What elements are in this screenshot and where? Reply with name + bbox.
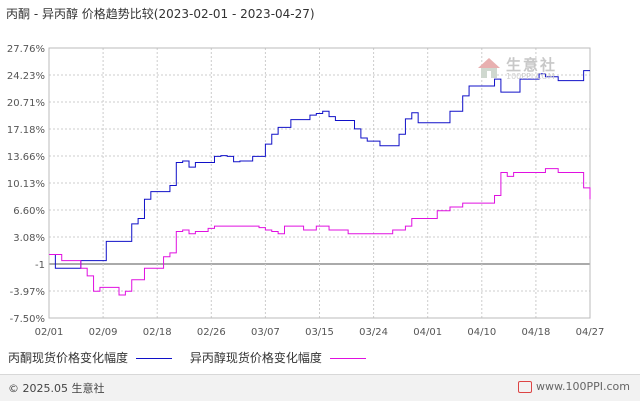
footer-site-text: www.100PPI.com: [536, 380, 630, 393]
y-tick-label: 10.13%: [7, 179, 45, 190]
x-tick-label: 02/09: [89, 327, 118, 338]
x-tick-label: 04/18: [521, 327, 550, 338]
grid: [49, 47, 590, 319]
watermark: 生意社 100PPI.COM: [476, 54, 576, 90]
series-line-acetone: [49, 70, 590, 269]
legend-item-acetone: 丙酮现货价格变化幅度: [8, 349, 173, 366]
y-tick-label: 3.08%: [13, 233, 45, 244]
x-tick-label: 03/24: [359, 327, 388, 338]
x-tick-label: 04/10: [467, 327, 496, 338]
watermark-name: 生意社: [506, 56, 558, 74]
x-tick-label: 04/01: [413, 327, 442, 338]
x-tick-label: 02/01: [35, 327, 64, 338]
footer-copyright: © 2025.05 生意社: [8, 382, 105, 395]
x-tick-label: 02/26: [197, 327, 226, 338]
y-tick-label: 20.71%: [7, 98, 45, 109]
watermark-sub: 100PPI.COM: [506, 72, 555, 81]
x-tick-label: 04/27: [576, 327, 605, 338]
y-tick-label: 6.60%: [13, 206, 45, 217]
y-tick-label: -1: [35, 260, 45, 271]
y-tick-label: -7.50%: [10, 314, 45, 325]
legend-label-ipa: 异丙醇现货价格变化幅度: [189, 351, 322, 365]
footer: © 2025.05 生意社 www.100PPI.com: [0, 374, 640, 401]
series-lines: [49, 70, 591, 296]
legend-item-ipa: 异丙醇现货价格变化幅度: [190, 349, 366, 366]
y-tick-label: 24.23%: [7, 71, 45, 82]
legend-swatch-ipa: [329, 358, 366, 359]
footer-site-link[interactable]: www.100PPI.com: [518, 380, 630, 393]
house-logo-icon: [478, 58, 500, 78]
y-tick-label: -3.97%: [10, 287, 45, 298]
cart-icon: [518, 381, 533, 393]
x-tick-label: 03/15: [305, 327, 334, 338]
x-axis: 02/01 02/09 02/18 02/26 03/07 03/15 03/24 04/01…: [35, 327, 605, 338]
x-tick-label: 03/07: [251, 327, 280, 338]
legend: 丙酮现货价格变化幅度 异丙醇现货价格变化幅度: [8, 349, 380, 366]
legend-swatch-acetone: [136, 358, 173, 359]
y-tick-label: 13.66%: [7, 152, 45, 163]
y-tick-label: 27.76%: [7, 44, 45, 55]
plot-area-border: [48, 47, 591, 319]
series-line-isopropanol: [49, 168, 591, 296]
y-tick-label: 17.18%: [7, 125, 45, 136]
line-chart: 27.76% 24.23% 20.71% 17.18% 13.66% 10.13% 6.60…: [7, 44, 605, 338]
y-axis: 27.76% 24.23% 20.71% 17.18% 13.66% 10.13% 6.60…: [7, 44, 45, 325]
x-tick-label: 02/18: [143, 327, 172, 338]
legend-label-acetone: 丙酮现货价格变化幅度: [8, 351, 129, 365]
chart-title: 丙酮 - 异丙醇 价格趋势比较(2023-02-01 - 2023-04-27): [6, 7, 315, 21]
